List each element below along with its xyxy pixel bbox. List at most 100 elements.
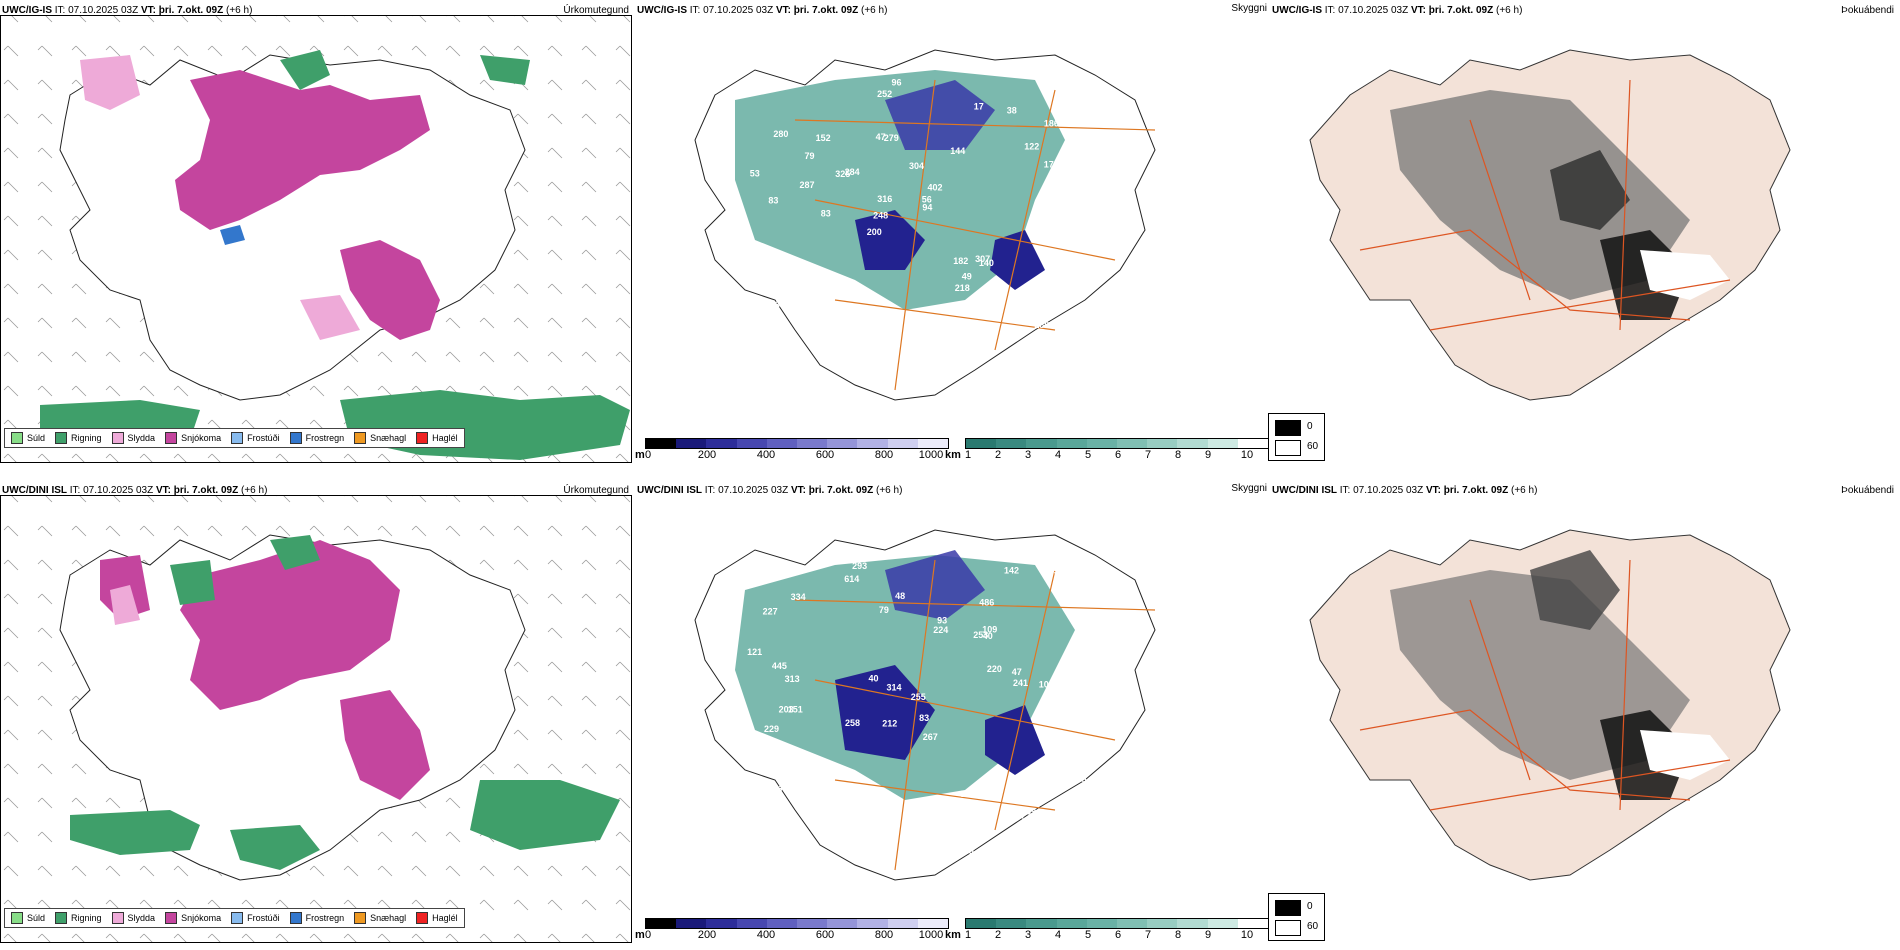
- peak-label: 287: [800, 180, 815, 190]
- panel-right-title: Þokuábendi: [1841, 485, 1894, 496]
- legend-item-frostregn: Frostregn: [289, 912, 344, 924]
- fog-legend-label: 60: [1307, 441, 1319, 452]
- peak-label: 193: [774, 841, 789, 851]
- fog-map: [1309, 49, 1791, 401]
- peak-label: 314: [887, 683, 902, 693]
- peak-label: 103: [1039, 680, 1054, 690]
- visibility-tick: 2: [994, 449, 1002, 461]
- peak-label: 79: [805, 151, 815, 161]
- peak-label: 56: [922, 194, 932, 204]
- rain-area: [470, 780, 620, 850]
- precip-type-legend: Súld Rigning Slydda Snjókoma Frostúði Fr…: [4, 908, 465, 928]
- panel-title: UWC/IG-IS IT: 07.10.2025 03Z VT: þri. 7.…: [2, 5, 253, 16]
- peak-label: 203: [779, 705, 794, 715]
- legend-item-sud: Súld: [11, 432, 45, 444]
- visibility-tick: 1: [964, 929, 972, 941]
- precip-map: [1, 496, 631, 942]
- cloud-base-tick: 0: [644, 929, 652, 941]
- peak-label: 178: [1044, 160, 1059, 170]
- peak-label: 83: [919, 713, 929, 723]
- fog-map: [1309, 529, 1791, 881]
- peak-label: 79: [1067, 108, 1077, 118]
- peak-label: 134: [768, 783, 783, 793]
- visibility-tick: 9: [1204, 449, 1212, 461]
- peak-label: 162: [779, 294, 794, 304]
- peak-label: 105: [1072, 774, 1087, 784]
- visibility-tick: 9: [1204, 929, 1212, 941]
- cloud-base-tick: 600: [815, 929, 835, 941]
- legend-item-frostudi: Frostúði: [231, 912, 280, 924]
- peak-label: 284: [845, 167, 860, 177]
- peak-label: 325: [835, 169, 850, 179]
- peak-label: 93: [937, 616, 947, 626]
- fog-area: [1550, 150, 1630, 230]
- peak-label: 122: [1024, 141, 1039, 151]
- fog-legend-swatch: [1275, 900, 1301, 916]
- precip-map: [1, 16, 631, 462]
- peak-label: 23: [1038, 353, 1048, 363]
- peak-label: 83: [768, 195, 778, 205]
- visibility-tick: 1: [964, 449, 972, 461]
- peak-label: 84: [899, 841, 909, 851]
- peak-label: 47: [946, 323, 956, 333]
- cloud-base-tick: 600: [815, 449, 835, 461]
- cloud-visibility-panel-top: UWC/IG-IS IT: 07.10.2025 03Z VT: þri. 7.…: [635, 0, 1270, 465]
- fog-legend-swatch: [1275, 920, 1301, 936]
- cloud-base-tick: 1000: [918, 449, 944, 461]
- fog-legend: 0 60: [1268, 893, 1325, 941]
- peak-label: 224: [933, 625, 948, 635]
- peak-label: 40: [983, 631, 993, 641]
- fog-area: [1640, 730, 1730, 780]
- fog-indicator-panel-top: UWC/IG-IS IT: 07.10.2025 03Z VT: þri. 7.…: [1270, 0, 1900, 465]
- sleet-area: [300, 295, 360, 340]
- visibility-unit: km: [945, 449, 961, 461]
- peak-label: 96: [892, 78, 902, 88]
- peak-label: 121: [747, 647, 762, 657]
- cloud-base-tick: 800: [874, 449, 894, 461]
- peak-label: 280: [773, 129, 788, 139]
- visibility-area: [735, 70, 1065, 310]
- cloud-base-colorbar: [645, 438, 949, 449]
- peak-label: 109: [982, 625, 997, 635]
- peak-label: 169: [815, 762, 830, 772]
- peak-label: 614: [844, 574, 859, 584]
- visibility-tick: 8: [1174, 929, 1182, 941]
- roads: [794, 79, 1156, 391]
- snow-area: [340, 240, 440, 340]
- peak-label: 304: [909, 161, 924, 171]
- peak-label: 141: [818, 292, 833, 302]
- low-cloud-area: [885, 80, 995, 150]
- fog-indicator-panel-bottom: UWC/DINI ISL IT: 07.10.2025 03Z VT: þri.…: [1270, 480, 1900, 945]
- visibility-tick: 5: [1084, 449, 1092, 461]
- snow-area: [180, 540, 400, 710]
- map-frame: [0, 15, 632, 463]
- peak-label: 402: [928, 183, 943, 193]
- freezing-rain-area: [220, 225, 245, 245]
- panel-right-title: Skyggni: [1231, 483, 1267, 494]
- map-frame: [0, 495, 632, 943]
- legend-item-haglel: Haglél: [416, 912, 458, 924]
- visibility-tick: 10: [1240, 449, 1254, 461]
- cloud-base-unit: m: [635, 929, 645, 941]
- rain-area: [170, 560, 215, 605]
- fog-legend-label: 60: [1307, 921, 1319, 932]
- visibility-tick: 6: [1114, 929, 1122, 941]
- legend-item-snjokoma: Snjókoma: [165, 432, 221, 444]
- cloud-base-tick: 200: [697, 449, 717, 461]
- legend-item-slydda: Slydda: [111, 912, 155, 924]
- visibility-tick: 3: [1024, 929, 1032, 941]
- peak-label: 200: [867, 227, 882, 237]
- legend-item-frostudi: Frostúði: [231, 432, 280, 444]
- peak-label: 144: [950, 146, 965, 156]
- peak-label: 316: [877, 194, 892, 204]
- panel-title: UWC/DINI ISL IT: 07.10.2025 03Z VT: þri.…: [637, 485, 903, 496]
- bottom-row: UWC/DINI ISL IT: 07.10.2025 03Z VT: þri.…: [0, 480, 1900, 945]
- peak-labels: 23 83 186 200 144 678 47 304 162 284 299 190 279 402 1…: [750, 78, 1085, 384]
- peak-label: 152: [816, 133, 831, 143]
- peak-label: 47: [1012, 667, 1022, 677]
- low-cloud-area: [990, 230, 1045, 290]
- peak-label: 80: [879, 324, 889, 334]
- peak-label: 186: [1044, 119, 1059, 129]
- cloud-visibility-map: 293 486 266 212 267 151 227 253 229 224 255 193 614 2…: [694, 529, 1156, 881]
- fog-legend-label: 0: [1307, 421, 1313, 432]
